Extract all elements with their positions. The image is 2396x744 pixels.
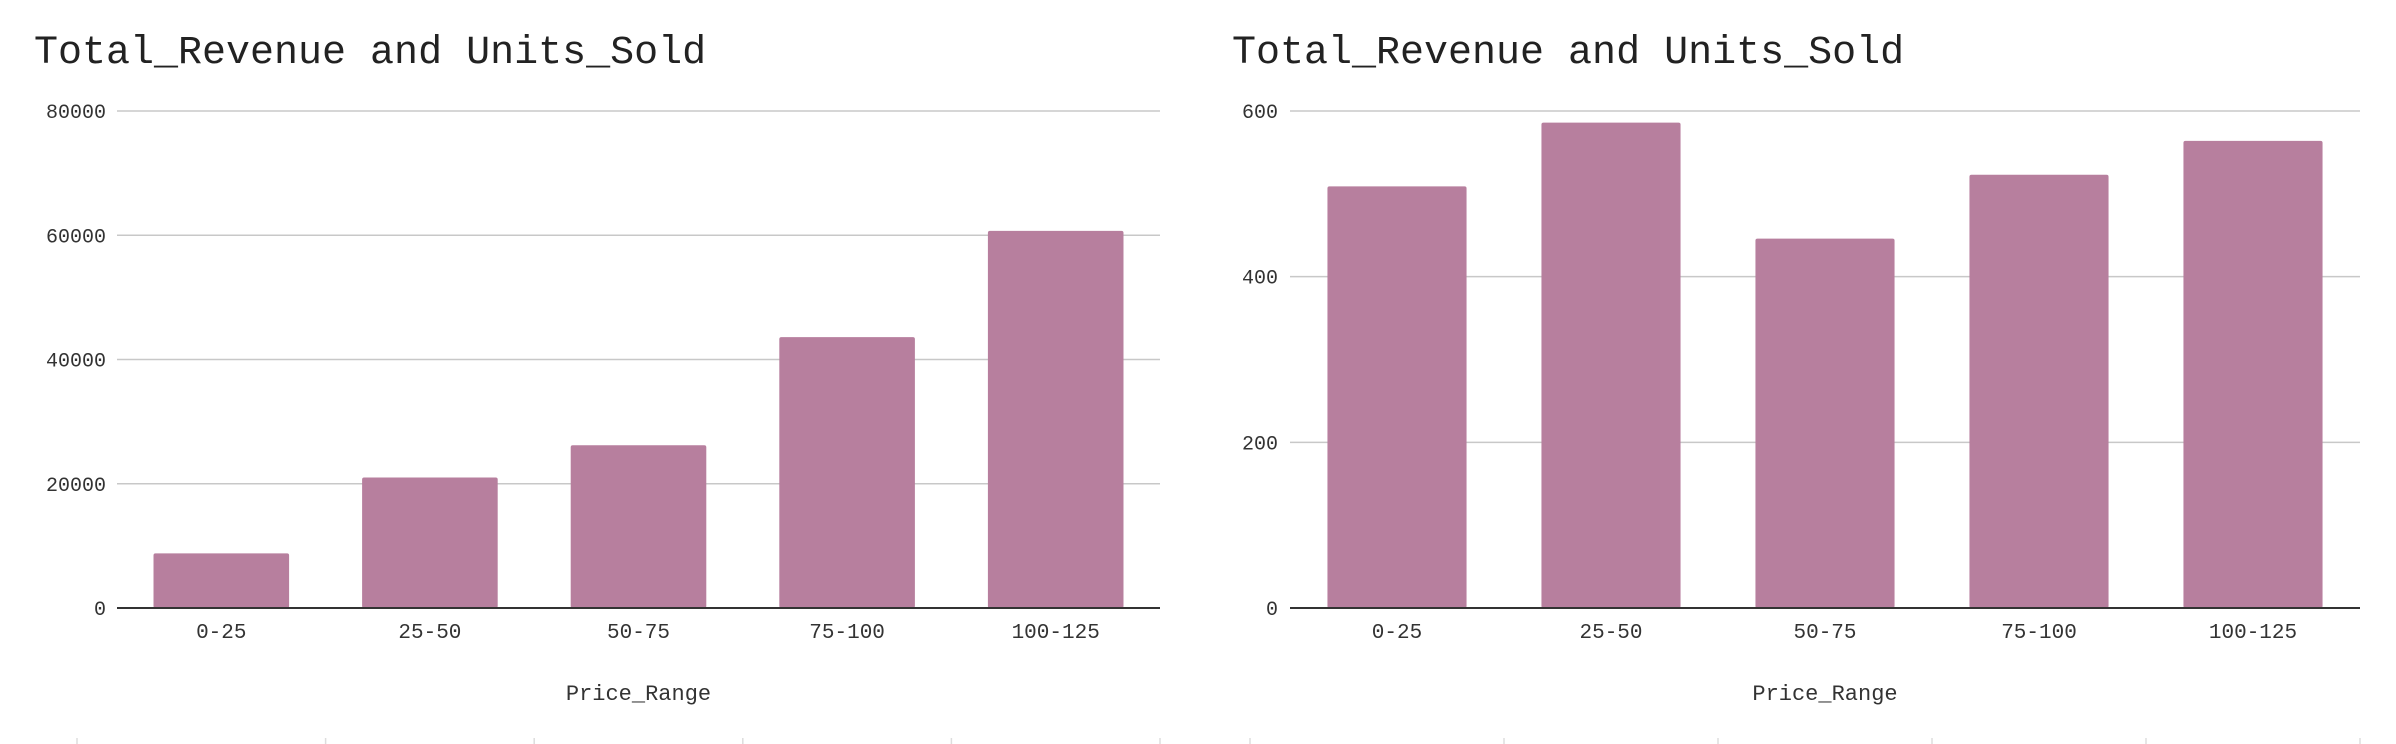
x-tick-label: 75-100 bbox=[809, 622, 885, 645]
bar-75-100 bbox=[779, 337, 915, 608]
y-tick-label: 40000 bbox=[46, 351, 106, 374]
y-tick-label: 600 bbox=[1242, 102, 1278, 125]
x-tick-label: 25-50 bbox=[398, 622, 461, 645]
x-tick-label: 0-25 bbox=[1372, 622, 1422, 645]
y-tick-label: 0 bbox=[94, 599, 106, 622]
chart-units-panel: Total_Revenue and Units_Sold 0 200 400 600 0… bbox=[1198, 0, 2396, 744]
units-bar-chart: 0 200 400 600 0-25 25-50 50-75 75-100 100-125 Pri… bbox=[1242, 102, 2361, 744]
bar-100-125 bbox=[2183, 140, 2323, 608]
x-tick-label: 100-125 bbox=[1012, 622, 1100, 645]
y-tick-label: 200 bbox=[1242, 433, 1278, 456]
y-tick-label: 400 bbox=[1242, 268, 1278, 291]
chart-revenue-panel: Total_Revenue and Units_Sold 0 20000 40000… bbox=[34, 31, 1161, 744]
x-tick-label: 50-75 bbox=[1793, 622, 1856, 645]
bar-0-25 bbox=[1327, 186, 1467, 608]
bar-25-50 bbox=[362, 477, 498, 608]
y-tick-label: 20000 bbox=[46, 475, 106, 498]
x-tick-label: 0-25 bbox=[196, 622, 246, 645]
x-tick-label: 50-75 bbox=[607, 622, 670, 645]
x-tick-label: 100-125 bbox=[2209, 622, 2297, 645]
bar-50-75 bbox=[1755, 238, 1895, 608]
x-axis-label: Price_Range bbox=[566, 682, 711, 707]
bar-75-100 bbox=[1969, 174, 2109, 608]
x-tick-label: 25-50 bbox=[1579, 622, 1642, 645]
chart-title: Total_Revenue and Units_Sold bbox=[34, 31, 707, 76]
y-tick-label: 0 bbox=[1266, 599, 1278, 622]
bar-50-75 bbox=[570, 445, 707, 608]
chart-title: Total_Revenue and Units_Sold bbox=[1232, 31, 1905, 76]
x-tick-label: 75-100 bbox=[2001, 622, 2077, 645]
revenue-bar-chart: 0 20000 40000 60000 80000 0-25 25-50 50-75 75-10… bbox=[46, 102, 1161, 744]
y-tick-label: 60000 bbox=[46, 226, 106, 249]
bar-100-125 bbox=[987, 230, 1124, 608]
y-tick-label: 80000 bbox=[46, 102, 106, 125]
bar-25-50 bbox=[1541, 122, 1681, 608]
bar-0-25 bbox=[153, 553, 290, 608]
x-axis-label: Price_Range bbox=[1752, 682, 1897, 707]
